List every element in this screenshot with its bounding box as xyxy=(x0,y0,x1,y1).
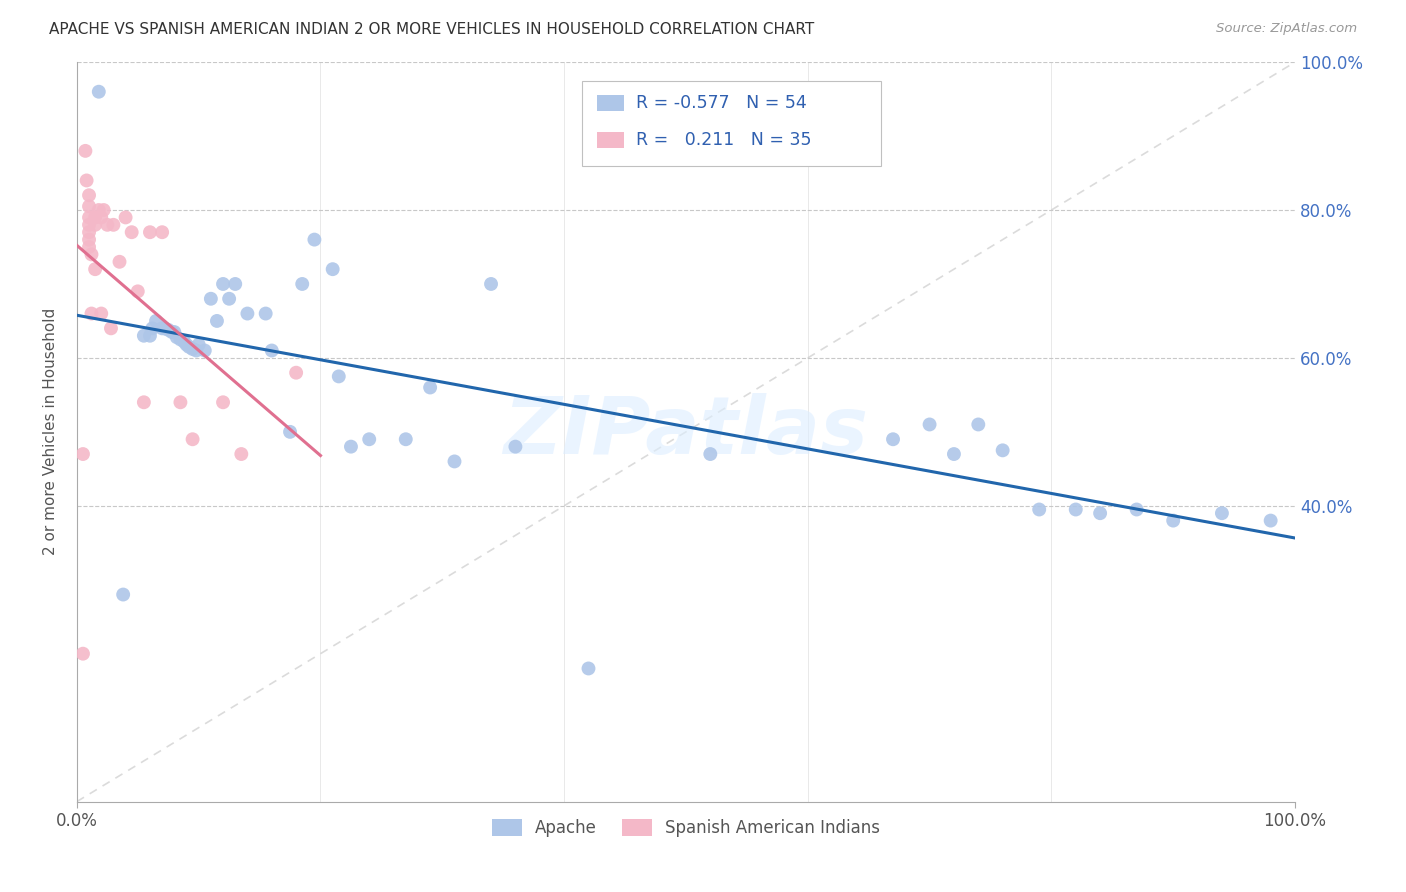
Point xyxy=(77,199,100,213)
Point xyxy=(991,443,1014,458)
Point xyxy=(236,307,259,321)
Point xyxy=(160,325,183,339)
Point xyxy=(103,218,125,232)
Point xyxy=(218,292,240,306)
Legend: Apache, Spanish American Indians: Apache, Spanish American Indians xyxy=(484,810,889,845)
Point xyxy=(278,425,301,439)
Point xyxy=(169,395,191,409)
Y-axis label: 2 or more Vehicles in Household: 2 or more Vehicles in Household xyxy=(44,309,58,556)
FancyBboxPatch shape xyxy=(582,80,880,166)
Point xyxy=(75,144,97,158)
Point xyxy=(114,211,136,225)
Point xyxy=(212,395,235,409)
Point xyxy=(1161,514,1184,528)
Point xyxy=(77,188,100,202)
Point xyxy=(328,369,350,384)
Point xyxy=(93,202,115,217)
Point xyxy=(194,343,217,358)
Point xyxy=(80,247,103,261)
Point xyxy=(322,262,344,277)
Point xyxy=(200,292,222,306)
Point xyxy=(108,254,131,268)
Point xyxy=(90,307,112,321)
Point xyxy=(77,233,100,247)
Bar xyxy=(598,95,624,111)
Point xyxy=(90,211,112,225)
Point xyxy=(87,85,110,99)
Point xyxy=(942,447,965,461)
Point xyxy=(87,202,110,217)
Text: R =   0.211   N = 35: R = 0.211 N = 35 xyxy=(636,131,811,149)
Point xyxy=(141,321,163,335)
Point xyxy=(72,447,94,461)
Point xyxy=(150,225,173,239)
Point xyxy=(84,262,107,277)
Point xyxy=(112,588,135,602)
Point xyxy=(1125,502,1147,516)
Point xyxy=(100,321,122,335)
Bar xyxy=(598,132,624,148)
Point xyxy=(77,240,100,254)
Point xyxy=(1211,506,1233,520)
Point xyxy=(918,417,941,432)
Point xyxy=(76,173,98,187)
Point xyxy=(205,314,228,328)
Point xyxy=(77,218,100,232)
Point xyxy=(419,380,441,394)
Point xyxy=(254,307,277,321)
Point xyxy=(150,321,173,335)
Point xyxy=(132,395,155,409)
Point xyxy=(153,321,176,335)
Point xyxy=(169,333,191,347)
Point xyxy=(77,225,100,239)
Point xyxy=(1064,502,1087,516)
Point xyxy=(181,342,204,356)
Point xyxy=(1028,502,1050,516)
Point xyxy=(304,233,326,247)
Point xyxy=(443,454,465,468)
Point xyxy=(260,343,283,358)
Point xyxy=(80,307,103,321)
Point xyxy=(166,330,188,344)
Point xyxy=(578,661,600,675)
Point xyxy=(340,440,363,454)
Point xyxy=(145,314,167,328)
Point xyxy=(121,225,143,239)
Point xyxy=(163,325,186,339)
Point xyxy=(157,323,180,337)
Point xyxy=(96,218,118,232)
Point xyxy=(187,337,209,351)
Point xyxy=(212,277,235,291)
Point xyxy=(231,447,253,461)
Point xyxy=(127,285,149,299)
Point xyxy=(139,225,162,239)
Text: ZIPatlas: ZIPatlas xyxy=(503,392,869,471)
Text: Source: ZipAtlas.com: Source: ZipAtlas.com xyxy=(1216,22,1357,36)
Point xyxy=(1260,514,1282,528)
Point xyxy=(176,337,198,351)
Point xyxy=(84,211,107,225)
Point xyxy=(72,647,94,661)
Point xyxy=(177,340,200,354)
Point xyxy=(1088,506,1111,520)
Point xyxy=(139,328,162,343)
Point xyxy=(699,447,721,461)
Text: R = -0.577   N = 54: R = -0.577 N = 54 xyxy=(636,94,807,112)
Point xyxy=(505,440,527,454)
Point xyxy=(967,417,990,432)
Point xyxy=(291,277,314,291)
Point xyxy=(186,343,208,358)
Point xyxy=(173,334,195,349)
Point xyxy=(882,432,904,446)
Point xyxy=(224,277,246,291)
Point xyxy=(77,211,100,225)
Point xyxy=(132,328,155,343)
Point xyxy=(181,432,204,446)
Point xyxy=(359,432,381,446)
Point xyxy=(395,432,418,446)
Text: APACHE VS SPANISH AMERICAN INDIAN 2 OR MORE VEHICLES IN HOUSEHOLD CORRELATION CH: APACHE VS SPANISH AMERICAN INDIAN 2 OR M… xyxy=(49,22,814,37)
Point xyxy=(479,277,502,291)
Point xyxy=(285,366,308,380)
Point xyxy=(84,218,107,232)
